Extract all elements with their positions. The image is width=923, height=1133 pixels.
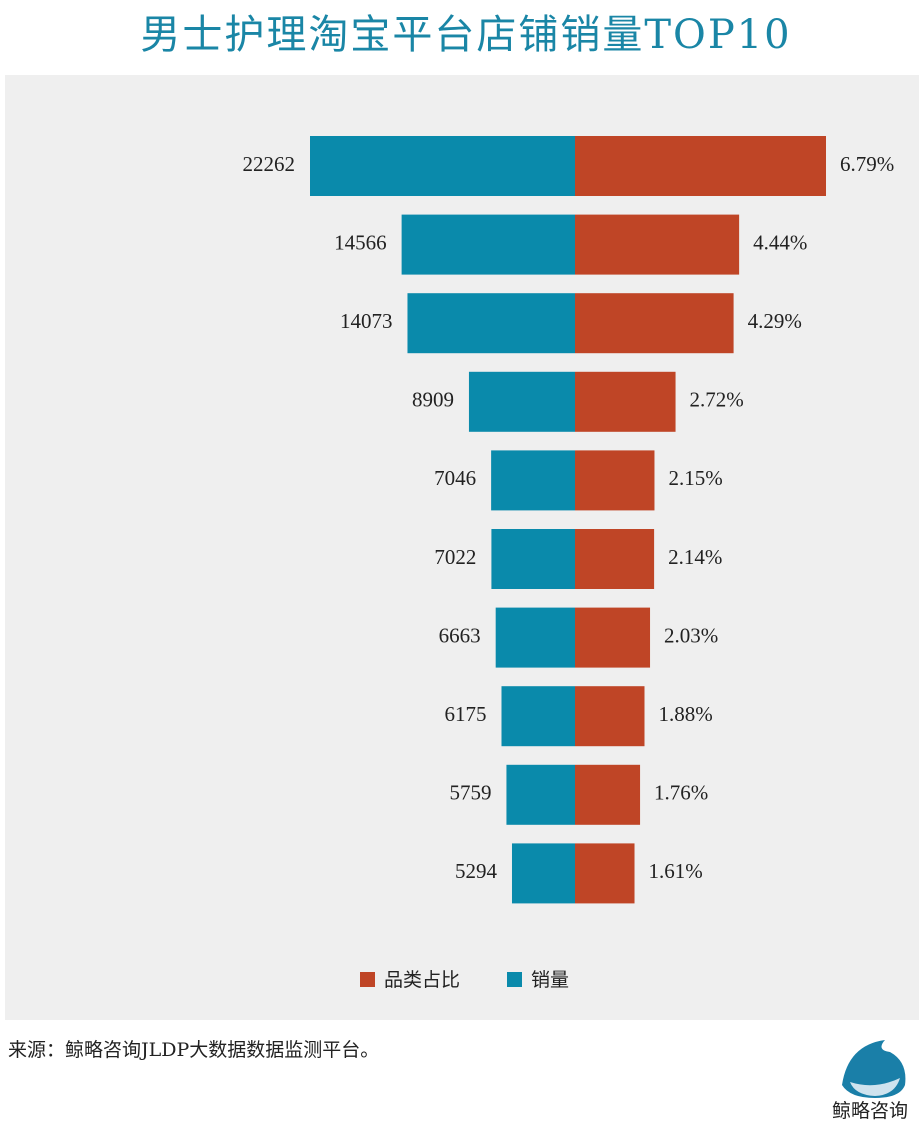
legend-swatch bbox=[507, 972, 522, 987]
legend-swatch bbox=[360, 972, 375, 987]
bar-right bbox=[575, 136, 826, 196]
bar-right bbox=[575, 293, 734, 354]
legend-label: 品类占比 bbox=[384, 969, 460, 991]
bar-right bbox=[575, 371, 676, 432]
data-label: 4.44% bbox=[753, 230, 807, 254]
logo-text: 鲸略咨询 bbox=[832, 1100, 908, 1122]
bar-left bbox=[468, 371, 575, 432]
data-label: 2.15% bbox=[668, 466, 722, 490]
data-label: 14073 bbox=[340, 309, 393, 333]
source-note: 来源：鲸略咨询JLDP大数据数据监测平台。 bbox=[8, 1039, 379, 1061]
chart-title: 男士护理淘宝平台店铺销量TOP10 bbox=[140, 12, 791, 58]
data-label: 22262 bbox=[243, 152, 296, 176]
bar-right bbox=[575, 450, 655, 511]
data-label: 8909 bbox=[412, 388, 454, 412]
bar-left bbox=[501, 686, 575, 747]
data-label: 6.79% bbox=[840, 152, 894, 176]
bar-right bbox=[575, 686, 645, 747]
bar-left bbox=[401, 214, 575, 275]
bar-left bbox=[491, 529, 575, 589]
bar-left bbox=[491, 450, 575, 511]
data-label: 6175 bbox=[444, 702, 486, 726]
bar-left bbox=[310, 136, 575, 196]
data-label: 5294 bbox=[455, 859, 498, 883]
data-label: 5759 bbox=[449, 781, 491, 805]
logo bbox=[842, 1040, 906, 1098]
data-label: 6663 bbox=[439, 623, 481, 647]
data-label: 14566 bbox=[334, 230, 387, 254]
data-label: 2.72% bbox=[690, 388, 744, 412]
data-label: 4.29% bbox=[748, 309, 802, 333]
data-label: 1.76% bbox=[654, 781, 708, 805]
data-label: 2.14% bbox=[668, 545, 722, 569]
bar-right bbox=[575, 607, 651, 668]
data-label: 7046 bbox=[434, 466, 476, 490]
data-label: 2.03% bbox=[664, 623, 718, 647]
bar-right bbox=[575, 529, 655, 589]
bar-right bbox=[575, 214, 740, 275]
data-label: 1.88% bbox=[658, 702, 712, 726]
bar-right bbox=[575, 764, 641, 825]
bar-right bbox=[575, 843, 635, 904]
bar-left bbox=[511, 843, 575, 904]
data-label: 1.61% bbox=[649, 859, 703, 883]
legend-label: 销量 bbox=[531, 969, 569, 991]
bar-left bbox=[407, 293, 575, 354]
logo-belly bbox=[850, 1078, 900, 1096]
bar-left bbox=[495, 607, 575, 668]
data-label: 7022 bbox=[434, 545, 476, 569]
bar-left bbox=[506, 764, 575, 825]
